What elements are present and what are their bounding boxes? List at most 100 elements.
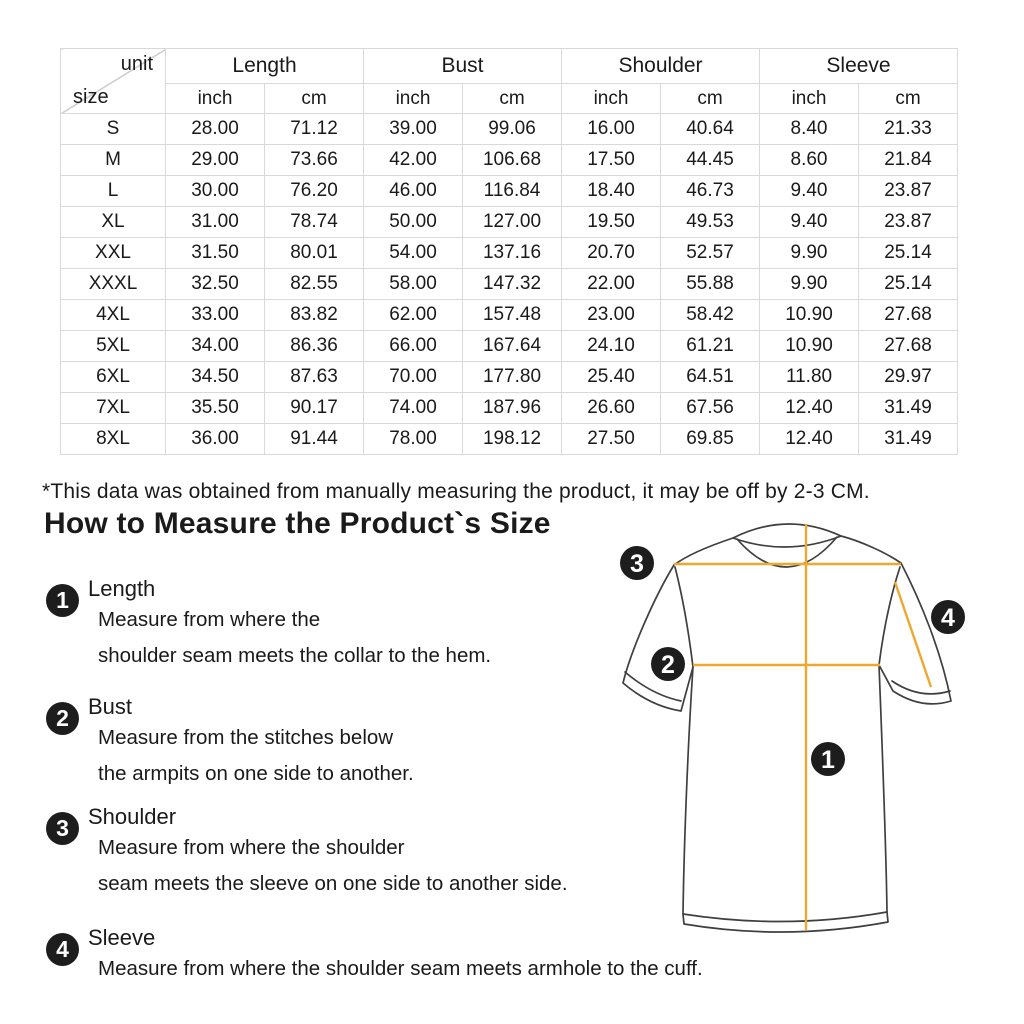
instruction-sleeve-line-1: Measure from where the shoulder seam mee…: [98, 957, 703, 980]
value-cell: 23.87: [858, 175, 959, 207]
size-cell: 7XL: [60, 392, 166, 424]
instruction-sleeve: 4 Sleeve Measure from where the shoulder…: [46, 925, 866, 987]
svg-text:4: 4: [941, 604, 955, 632]
value-cell: 24.10: [561, 330, 662, 362]
value-cell: 78.00: [363, 423, 464, 455]
table-row: 7XL 35.50 90.17 74.00 187.96 26.60 67.56 12.40 3…: [60, 392, 959, 424]
value-cell: 9.90: [759, 268, 860, 300]
value-cell: 86.36: [263, 330, 365, 362]
unit-header: inch: [759, 83, 860, 114]
size-cell: XXL: [60, 237, 166, 269]
sleeve-measure-line: [893, 581, 933, 688]
value-cell: 90.17: [263, 392, 365, 424]
left-armhole-seam: [674, 566, 694, 668]
value-cell: 25.14: [858, 268, 959, 300]
svg-text:3: 3: [630, 550, 644, 578]
value-cell: 26.60: [561, 392, 662, 424]
value-cell: 29.00: [165, 144, 265, 176]
value-cell: 20.70: [561, 237, 662, 269]
size-cell: 4XL: [60, 299, 166, 331]
value-cell: 22.00: [561, 268, 662, 300]
instruction-sleeve-title: Sleeve: [88, 925, 156, 950]
svg-text:2: 2: [661, 651, 675, 679]
corner-unit-label: unit: [120, 53, 153, 75]
value-cell: 31.49: [858, 392, 959, 424]
table-row: XXL 31.50 80.01 54.00 137.16 20.70 52.57 9.90 25…: [60, 237, 959, 269]
value-cell: 54.00: [363, 237, 464, 269]
value-cell: 69.85: [660, 423, 761, 455]
value-cell: 36.00: [165, 423, 265, 455]
table-row: M 29.00 73.66 42.00 106.68 17.50 44.45 8.60 21.8…: [60, 144, 959, 176]
value-cell: 35.50: [165, 392, 265, 424]
instruction-length-line-2: shoulder seam meets the collar to the he…: [98, 643, 492, 667]
value-cell: 44.45: [660, 144, 761, 176]
value-cell: 50.00: [363, 206, 464, 238]
value-cell: 147.32: [462, 268, 563, 300]
value-cell: 83.82: [263, 299, 365, 331]
value-cell: 8.40: [759, 113, 860, 145]
value-cell: 46.00: [363, 175, 464, 207]
value-cell: 17.50: [561, 144, 662, 176]
size-cell: 5XL: [60, 330, 166, 362]
value-cell: 29.97: [858, 361, 959, 393]
value-cell: 11.80: [759, 361, 860, 393]
instruction-bust-line-1: Measure from the stitches below: [98, 726, 394, 749]
table-row: 8XL 36.00 91.44 78.00 198.12 27.50 69.85 12.40 3…: [60, 423, 959, 455]
step-4-badge: 4: [46, 933, 79, 966]
value-cell: 49.53: [660, 206, 761, 238]
value-cell: 31.50: [165, 237, 265, 269]
value-cell: 9.40: [759, 175, 860, 207]
table-row: XL 31.00 78.74 50.00 127.00 19.50 49.53 9.40 23.…: [60, 206, 959, 238]
value-cell: 177.80: [462, 361, 563, 393]
value-cell: 18.40: [561, 175, 662, 207]
instruction-length-line-1: Measure from where the: [98, 608, 321, 631]
column-group-sleeve: Sleeve: [759, 48, 959, 84]
size-table-body: S 28.00 71.12 39.00 99.06 16.00 40.64 8.40 21.33…: [60, 113, 959, 455]
value-cell: 73.66: [263, 144, 365, 176]
corner-size-label: size: [73, 86, 109, 108]
unit-header: cm: [858, 83, 959, 114]
value-cell: 198.12: [462, 423, 563, 455]
value-cell: 42.00: [363, 144, 464, 176]
measurement-disclaimer-note: *This data was obtained from manually me…: [42, 480, 870, 503]
unit-header: inch: [363, 83, 464, 114]
left-cuff-line: [624, 671, 682, 702]
table-row: 6XL 34.50 87.63 70.00 177.80 25.40 64.51 11.80 2…: [60, 361, 959, 393]
value-cell: 87.63: [263, 361, 365, 393]
table-row: XXXL 32.50 82.55 58.00 147.32 22.00 55.88 9.90 2…: [60, 268, 959, 300]
value-cell: 12.40: [759, 392, 860, 424]
value-cell: 76.20: [263, 175, 365, 207]
value-cell: 27.68: [858, 330, 959, 362]
table-row: 5XL 34.00 86.36 66.00 167.64 24.10 61.21 10.90 2…: [60, 330, 959, 362]
value-cell: 10.90: [759, 330, 860, 362]
instruction-bust-line-2: the armpits on one side to another.: [98, 761, 414, 785]
value-cell: 58.00: [363, 268, 464, 300]
instruction-shoulder-title: Shoulder: [88, 804, 177, 829]
right-cuff-line: [891, 680, 951, 695]
value-cell: 30.00: [165, 175, 265, 207]
value-cell: 32.50: [165, 268, 265, 300]
value-cell: 21.33: [858, 113, 959, 145]
value-cell: 157.48: [462, 299, 563, 331]
size-cell: M: [60, 144, 166, 176]
instruction-length-title: Length: [88, 576, 156, 601]
diagram-badge-3: 3: [620, 546, 654, 580]
size-cell: L: [60, 175, 166, 207]
value-cell: 9.90: [759, 237, 860, 269]
value-cell: 19.50: [561, 206, 662, 238]
unit-header: cm: [462, 83, 563, 114]
value-cell: 27.50: [561, 423, 662, 455]
value-cell: 21.84: [858, 144, 959, 176]
value-cell: 23.00: [561, 299, 662, 331]
value-cell: 62.00: [363, 299, 464, 331]
how-to-measure-title: How to Measure the Product`s Size: [44, 507, 551, 540]
diagram-badge-4: 4: [931, 600, 965, 634]
column-group-shoulder: Shoulder: [561, 48, 761, 84]
unit-header: inch: [561, 83, 662, 114]
diagram-badge-1: 1: [811, 742, 845, 776]
diagram-badge-2: 2: [651, 647, 685, 681]
right-armhole-seam: [878, 566, 901, 666]
value-cell: 167.64: [462, 330, 563, 362]
instruction-length: 1 Length Measure from where the shoulder…: [46, 576, 866, 673]
size-cell: S: [60, 113, 166, 145]
